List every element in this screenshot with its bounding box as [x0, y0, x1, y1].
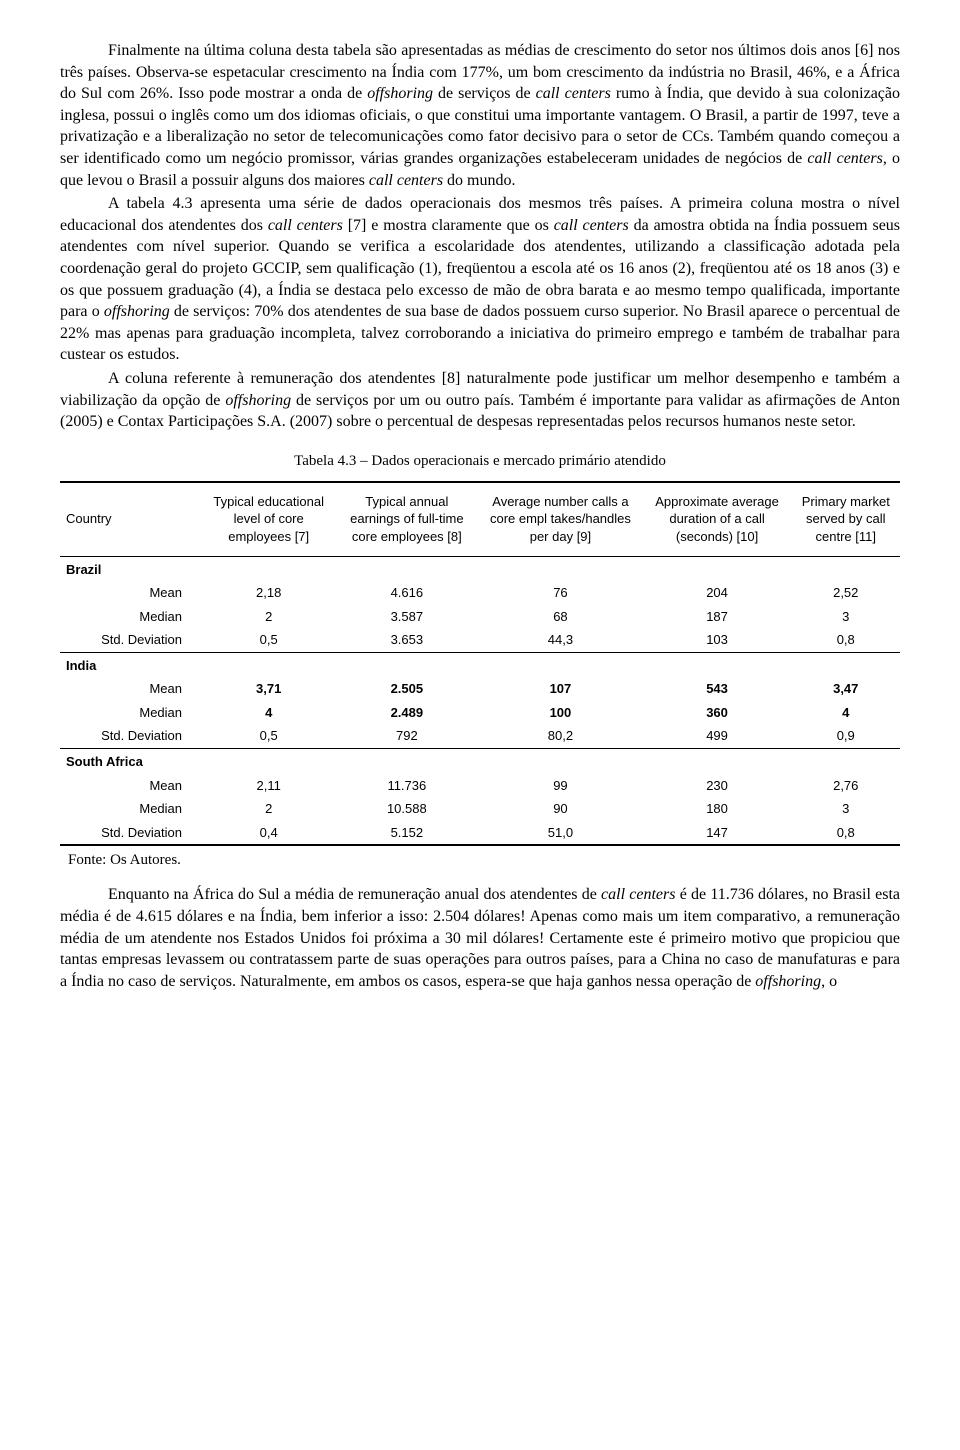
table-caption: Tabela 4.3 – Dados operacionais e mercad… — [60, 451, 900, 471]
table-row: Mean 3,71 2.505 107 543 3,47 — [60, 677, 900, 701]
stat-label: Median — [60, 701, 202, 725]
cell: 0,4 — [202, 821, 335, 846]
table-source: Fonte: Os Autores. — [68, 850, 900, 870]
cell: 3.653 — [335, 628, 478, 652]
cell: 44,3 — [478, 628, 642, 652]
table-row: Median 4 2.489 100 360 4 — [60, 701, 900, 725]
text: do mundo. — [443, 172, 515, 189]
cell: 3.587 — [335, 605, 478, 629]
cell: 3,71 — [202, 677, 335, 701]
table-header-row: Country Typical educational level of cor… — [60, 482, 900, 556]
cell: 5.152 — [335, 821, 478, 846]
cell: 107 — [478, 677, 642, 701]
cell: 76 — [478, 581, 642, 605]
italic-term: call centers — [536, 85, 611, 102]
italic-term: call centers — [601, 886, 675, 903]
col-market: Primary market served by call centre [11… — [792, 482, 901, 556]
cell: 2 — [202, 605, 335, 629]
country-brazil: Brazil — [60, 556, 900, 581]
data-table: Country Typical educational level of cor… — [60, 481, 900, 846]
cell: 147 — [643, 821, 792, 846]
cell: 230 — [643, 774, 792, 798]
cell: 0,5 — [202, 628, 335, 652]
cell: 360 — [643, 701, 792, 725]
cell: 2,11 — [202, 774, 335, 798]
italic-term: call centers — [268, 217, 343, 234]
col-earnings: Typical annual earnings of full-time cor… — [335, 482, 478, 556]
table-row: Median 2 3.587 68 187 3 — [60, 605, 900, 629]
cell: 68 — [478, 605, 642, 629]
cell: 80,2 — [478, 724, 642, 748]
cell: 2,18 — [202, 581, 335, 605]
cell: 2.505 — [335, 677, 478, 701]
italic-term: offshoring — [367, 85, 433, 102]
country-india: India — [60, 652, 900, 677]
text: de serviços: 70% dos atendentes de sua b… — [60, 303, 900, 363]
cell: 187 — [643, 605, 792, 629]
cell: 0,8 — [792, 821, 901, 846]
table-row: Mean 2,11 11.736 99 230 2,76 — [60, 774, 900, 798]
col-duration: Approximate average duration of a call (… — [643, 482, 792, 556]
italic-term: call centers — [807, 150, 882, 167]
country-south-africa: South Africa — [60, 748, 900, 773]
cell: 10.588 — [335, 797, 478, 821]
cell: 100 — [478, 701, 642, 725]
table-row: Std. Deviation 0,4 5.152 51,0 147 0,8 — [60, 821, 900, 846]
cell: 2.489 — [335, 701, 478, 725]
italic-term: call centers — [554, 217, 629, 234]
text: [7] e mostra claramente que os — [343, 217, 554, 234]
cell: 204 — [643, 581, 792, 605]
italic-term: offshoring — [225, 392, 291, 409]
country-label: South Africa — [60, 748, 900, 773]
table-row: Mean 2,18 4.616 76 204 2,52 — [60, 581, 900, 605]
text: de serviços de — [433, 85, 536, 102]
cell: 99 — [478, 774, 642, 798]
italic-term: call centers — [369, 172, 443, 189]
stat-label: Mean — [60, 581, 202, 605]
stat-label: Mean — [60, 774, 202, 798]
col-calls: Average number calls a core empl takes/h… — [478, 482, 642, 556]
paragraph-1: Finalmente na última coluna desta tabela… — [60, 40, 900, 191]
stat-label: Std. Deviation — [60, 628, 202, 652]
stat-label: Median — [60, 605, 202, 629]
table-row: Std. Deviation 0,5 792 80,2 499 0,9 — [60, 724, 900, 748]
cell: 499 — [643, 724, 792, 748]
stat-label: Std. Deviation — [60, 724, 202, 748]
italic-term: offshoring — [104, 303, 170, 320]
country-label: Brazil — [60, 556, 900, 581]
stat-label: Std. Deviation — [60, 821, 202, 846]
cell: 4.616 — [335, 581, 478, 605]
cell: 4 — [792, 701, 901, 725]
cell: 792 — [335, 724, 478, 748]
table-row: Median 2 10.588 90 180 3 — [60, 797, 900, 821]
stat-label: Median — [60, 797, 202, 821]
paragraph-4: Enquanto na África do Sul a média de rem… — [60, 884, 900, 992]
cell: 90 — [478, 797, 642, 821]
cell: 11.736 — [335, 774, 478, 798]
paragraph-2: A tabela 4.3 apresenta uma série de dado… — [60, 193, 900, 366]
cell: 180 — [643, 797, 792, 821]
cell: 0,8 — [792, 628, 901, 652]
cell: 3 — [792, 797, 901, 821]
cell: 103 — [643, 628, 792, 652]
cell: 3,47 — [792, 677, 901, 701]
cell: 51,0 — [478, 821, 642, 846]
cell: 0,5 — [202, 724, 335, 748]
stat-label: Mean — [60, 677, 202, 701]
col-country: Country — [60, 482, 202, 556]
table-row: Std. Deviation 0,5 3.653 44,3 103 0,8 — [60, 628, 900, 652]
cell: 3 — [792, 605, 901, 629]
cell: 2 — [202, 797, 335, 821]
cell: 2,76 — [792, 774, 901, 798]
paragraph-3: A coluna referente à remuneração dos ate… — [60, 368, 900, 433]
italic-term: offshoring — [755, 973, 821, 990]
country-label: India — [60, 652, 900, 677]
cell: 0,9 — [792, 724, 901, 748]
text: , o — [821, 973, 837, 990]
col-education: Typical educational level of core employ… — [202, 482, 335, 556]
text: Enquanto na África do Sul a média de rem… — [108, 886, 601, 903]
cell: 543 — [643, 677, 792, 701]
cell: 4 — [202, 701, 335, 725]
cell: 2,52 — [792, 581, 901, 605]
